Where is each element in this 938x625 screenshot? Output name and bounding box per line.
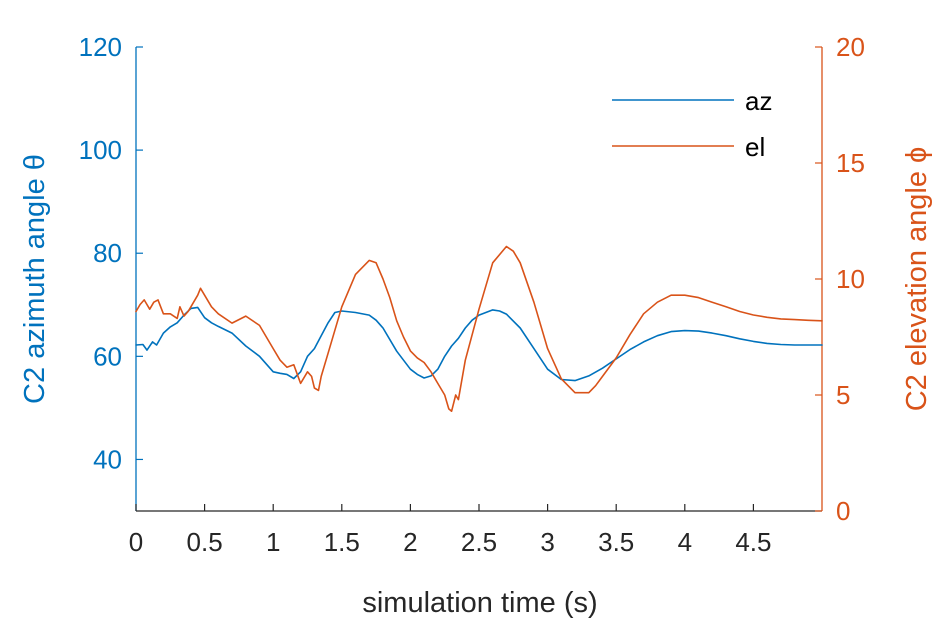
x-tick-label: 2 [403,527,417,557]
right-y-tick-label: 0 [836,496,850,526]
ticks-group: 0 0.5 1 1.5 2 2.5 3 3.5 4 4.5 40 60 80 100 120 0 5 10 15 20 [79,32,865,557]
series-line-az [135,306,823,382]
x-tick-label: 3 [540,527,554,557]
x-tick-label: 4 [678,527,692,557]
left-y-tick-label: 40 [93,444,122,474]
x-tick-label: 4.5 [735,527,771,557]
left-axis-title: C2 azimuth angle θ [19,154,51,404]
right-y-tick-label: 10 [836,264,865,294]
left-y-tick-label: 120 [79,32,122,62]
x-tick-label: 1.5 [324,527,360,557]
series-line-el [135,245,823,413]
series-layer [135,245,823,413]
x-tick-label: 2.5 [461,527,497,557]
x-axis-title: simulation time (s) [362,587,597,619]
x-tick-label: 1 [266,527,280,557]
legend-az-label: az [745,86,772,116]
left-y-tick-label: 60 [93,341,122,371]
x-tick-label: 0.5 [187,527,223,557]
x-tick-label: 0 [129,527,143,557]
right-axis-title: C2 elevation angle ϕ [901,147,933,412]
legend: az el [612,86,772,162]
left-y-tick-label: 80 [93,238,122,268]
left-y-tick-label: 100 [79,135,122,165]
right-y-tick-label: 20 [836,32,865,62]
right-y-tick-label: 15 [836,148,865,178]
x-tick-label: 3.5 [598,527,634,557]
right-y-tick-label: 5 [836,380,850,410]
legend-el-label: el [745,132,765,162]
